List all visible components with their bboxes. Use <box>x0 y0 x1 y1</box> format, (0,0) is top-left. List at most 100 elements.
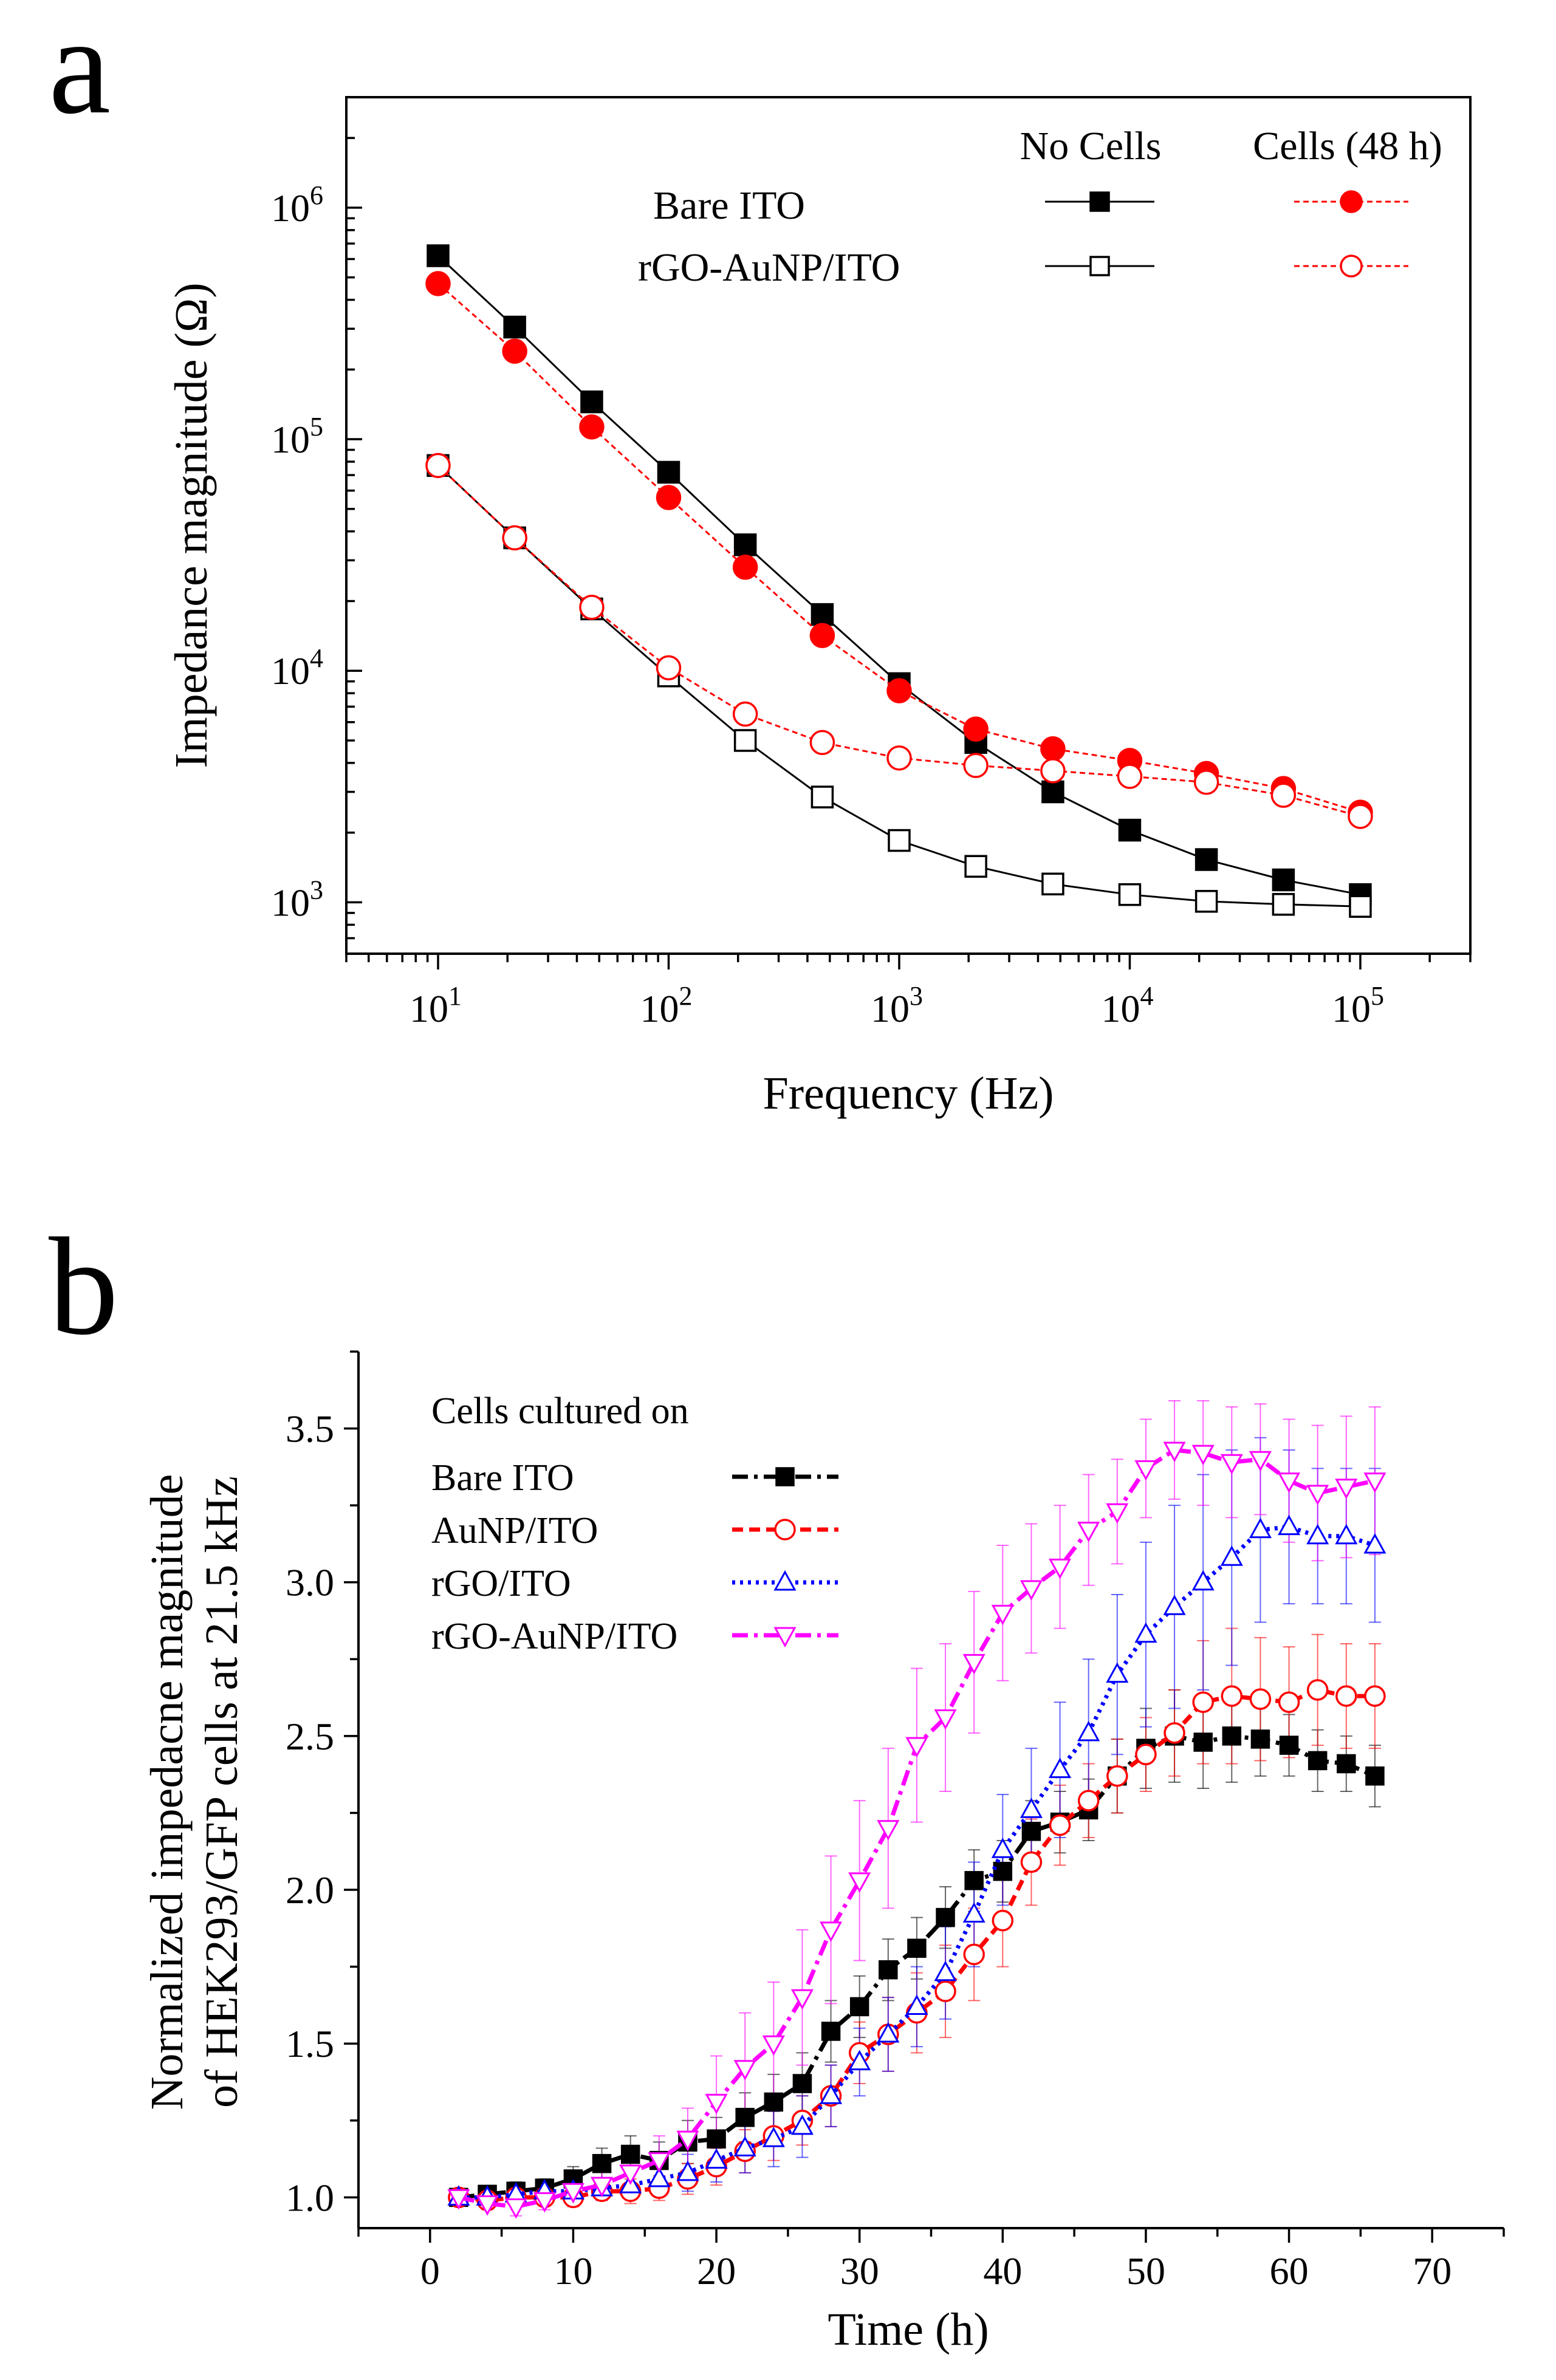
x-tick-label: 10 <box>554 2249 592 2293</box>
data-point <box>502 338 527 364</box>
data-point <box>1134 1622 1157 1643</box>
panel-a-x-axis-title: Frequency (Hz) <box>763 1068 1054 1119</box>
x-tick-label: 40 <box>983 2249 1022 2293</box>
x-tick-label: 50 <box>1126 2249 1165 2293</box>
data-point <box>1272 868 1295 892</box>
legend-label: Bare ITO <box>431 1457 574 1499</box>
data-point <box>1135 1743 1157 1766</box>
data-point <box>1306 1523 1329 1545</box>
data-point <box>762 2127 785 2147</box>
data-point <box>820 2084 843 2104</box>
x-tick-label: 103 <box>871 981 923 1030</box>
data-point <box>676 2160 699 2181</box>
panel-b-x-ticks: 0 10 20 30 40 50 60 70 <box>357 2228 1505 2293</box>
data-point <box>1040 758 1066 784</box>
data-point <box>1249 1517 1272 1539</box>
data-point <box>733 2136 756 2156</box>
x-tick-label: 60 <box>1270 2249 1309 2293</box>
data-point <box>811 785 834 809</box>
data-point <box>1335 1479 1358 1499</box>
data-point <box>1335 1523 1358 1545</box>
data-point <box>762 2035 785 2056</box>
data-point <box>591 2177 614 2198</box>
data-point <box>427 244 450 267</box>
data-point <box>934 1709 957 1730</box>
data-point <box>963 716 989 742</box>
data-point <box>732 555 758 580</box>
data-point <box>733 2060 756 2081</box>
panel-a-legend-marks <box>1045 190 1408 278</box>
legend-row-bare-ito: Bare ITO <box>653 183 805 228</box>
data-point <box>656 485 682 510</box>
panel-a-x-ticks: 101 102 103 104 105 <box>345 954 1472 1030</box>
data-point <box>707 2129 726 2149</box>
data-point <box>811 603 834 626</box>
y-tick-label: 2.5 <box>286 1715 334 1758</box>
data-point <box>991 1838 1014 1858</box>
legend-marker <box>1089 191 1110 212</box>
y-tick-label: 105 <box>271 412 323 461</box>
data-point <box>1194 890 1218 913</box>
panel-a-label: a <box>49 0 111 143</box>
data-point <box>1163 1595 1186 1615</box>
data-point <box>1220 1454 1243 1475</box>
data-point <box>1020 1797 1043 1818</box>
data-point <box>936 1907 955 1927</box>
data-point <box>962 1902 985 1923</box>
data-point <box>1118 818 1142 842</box>
x-tick-label: 105 <box>1332 981 1384 1030</box>
y-tick-label: 1.0 <box>286 2176 334 2219</box>
data-point <box>1049 1558 1072 1579</box>
data-point <box>1077 1522 1100 1542</box>
panel-b-series <box>447 1400 1386 2219</box>
panel-b-x-axis-title: Time (h) <box>828 2304 989 2355</box>
data-point <box>1306 1679 1329 1701</box>
y-tick-label: 106 <box>271 180 323 230</box>
data-point <box>907 1938 927 1958</box>
data-point <box>993 1861 1013 1881</box>
data-point <box>447 2189 470 2210</box>
legend-row-rgo-aunp-ito: rGO-AuNP/ITO <box>638 245 900 290</box>
panel-b-y-axis-title-line2: of HEK293/GFP cells at 21.5 kHz <box>196 1476 247 2108</box>
data-point <box>1020 1851 1043 1873</box>
data-point <box>1118 883 1142 906</box>
data-point <box>849 1997 869 2017</box>
data-point <box>735 2107 755 2127</box>
data-point <box>1279 1735 1299 1755</box>
legend-label: AuNP/ITO <box>431 1510 598 1551</box>
y-tick-label: 3.5 <box>286 1407 334 1451</box>
x-tick-label: 104 <box>1101 981 1153 1030</box>
panel-b-y-axis-title-line1: Normalized impedacne magnitude <box>142 1474 193 2110</box>
data-point <box>1077 1790 1100 1811</box>
legend-marker <box>1340 255 1363 278</box>
data-point <box>934 1960 957 1982</box>
data-point <box>1349 895 1372 918</box>
data-point <box>1306 1485 1329 1506</box>
panel-b: b 0 10 20 30 40 50 60 70 1.0 1.5 2.0 2.5 3.0 3.5 Tim… <box>49 1209 1505 2355</box>
panel-a-y-axis-title: Impedance magnitude (Ω) <box>166 282 217 768</box>
panel-b-legend: Cells cultured on Bare ITO AuNP/ITO rGO/IT… <box>431 1390 838 1657</box>
data-point <box>1249 1688 1272 1710</box>
data-point <box>425 453 451 479</box>
data-point <box>1194 848 1218 871</box>
legend-marker <box>775 1467 795 1486</box>
data-point <box>886 745 912 771</box>
data-point <box>1041 780 1064 804</box>
data-point <box>764 2092 784 2112</box>
data-point <box>592 2153 612 2173</box>
data-point <box>502 525 527 551</box>
data-point <box>964 855 987 878</box>
data-point <box>648 2152 671 2173</box>
data-point <box>1164 1722 1185 1744</box>
data-point <box>1041 872 1064 896</box>
data-point <box>1193 1732 1213 1752</box>
x-tick-label: 70 <box>1413 2249 1451 2293</box>
data-point <box>705 2093 728 2115</box>
data-point <box>1220 1545 1243 1566</box>
data-point <box>1049 1814 1071 1836</box>
data-point <box>1250 1729 1270 1749</box>
data-point <box>1363 1472 1386 1493</box>
data-point <box>656 655 682 681</box>
data-point <box>1348 804 1373 829</box>
data-point <box>1364 1685 1386 1707</box>
